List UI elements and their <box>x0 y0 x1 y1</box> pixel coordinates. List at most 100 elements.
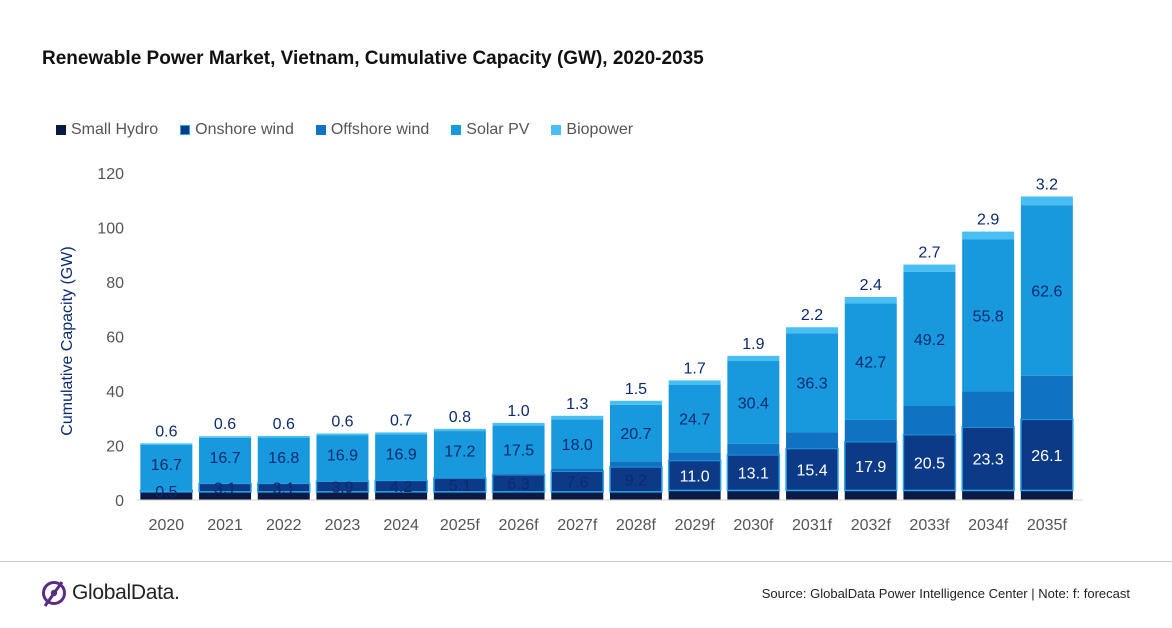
data-label-biopower: 0.6 <box>155 423 177 440</box>
bar-segment-small-hydro <box>609 491 662 500</box>
y-tick-label: 0 <box>115 493 124 510</box>
bar-segment-onshore-wind <box>609 466 663 493</box>
data-label-biopower: 2.2 <box>801 307 823 324</box>
data-label-onshore-wind: 3.9 <box>331 480 353 497</box>
bar-segment-small-hydro <box>668 490 721 500</box>
data-label-biopower: 0.7 <box>390 412 412 429</box>
bar-segment-offshore-wind <box>668 452 721 461</box>
bar-segment-biopower <box>257 435 310 438</box>
bar-segment-biopower <box>433 428 486 432</box>
x-tick-label: 2027f <box>557 517 598 534</box>
y-tick-label: 80 <box>106 275 124 292</box>
data-label-solar-pv: 16.7 <box>151 457 182 474</box>
bar-segment-solar-pv <box>140 444 193 491</box>
data-label-onshore-wind: 23.3 <box>973 452 1004 469</box>
globaldata-logo: GlobalData. <box>40 578 180 608</box>
bar-segment-biopower <box>962 231 1015 240</box>
y-tick-label: 60 <box>106 330 124 347</box>
data-label-solar-pv: 17.2 <box>444 444 475 461</box>
data-label-biopower: 1.5 <box>625 381 647 398</box>
data-label-onshore-wind: 5.1 <box>449 478 471 495</box>
bar-segment-solar-pv <box>786 333 839 433</box>
x-tick-label: 2029f <box>675 517 716 534</box>
legend-item-offshore-wind: Offshore wind <box>315 121 429 139</box>
data-label-biopower: 0.6 <box>214 416 236 433</box>
y-tick-label: 100 <box>97 221 124 238</box>
bar-segment-biopower <box>903 264 956 272</box>
bar-segment-solar-pv <box>1020 205 1073 376</box>
bar-segment-solar-pv <box>903 271 956 406</box>
data-label-solar-pv: 24.7 <box>679 412 710 429</box>
y-tick-label: 120 <box>97 166 124 183</box>
legend-swatch-onshore-wind <box>180 125 191 135</box>
y-tick-label: 40 <box>106 384 124 401</box>
bar-segment-biopower <box>140 443 193 445</box>
data-label-biopower: 1.9 <box>742 336 764 353</box>
bar-segment-biopower <box>844 296 897 304</box>
bar-segment-biopower <box>199 436 252 438</box>
legend-label-small-hydro: Small Hydro <box>71 121 159 138</box>
legend-swatch-solar-pv <box>451 125 462 135</box>
data-label-biopower: 2.7 <box>918 245 940 262</box>
data-label-solar-pv: 49.2 <box>914 332 945 349</box>
data-label-onshore-wind: 11.0 <box>680 468 710 485</box>
x-tick-label: 2028f <box>616 517 657 534</box>
bar-segment-onshore-wind <box>315 480 370 493</box>
x-tick-label: 2020 <box>149 517 185 534</box>
data-label-solar-pv: 55.8 <box>973 309 1004 326</box>
bar-segment-offshore-wind <box>551 468 604 472</box>
data-label-biopower: 2.9 <box>977 212 999 229</box>
x-tick-label: 2033f <box>909 517 950 534</box>
data-label-solar-pv: 16.9 <box>327 447 358 464</box>
bar-segment-small-hydro <box>375 491 428 500</box>
bar-segment-biopower <box>551 415 604 420</box>
bar-segment-onshore-wind <box>726 454 781 492</box>
y-axis-ticks: 0 20 40 60 80 100 120 <box>97 166 124 510</box>
bar-segment-biopower <box>609 400 662 405</box>
bar-segment-biopower <box>1020 196 1073 206</box>
bar-segment-offshore-wind <box>903 405 956 435</box>
bar-segment-small-hydro <box>962 490 1015 500</box>
bar-segment-onshore-wind <box>667 459 722 492</box>
data-label-solar-pv: 30.4 <box>738 395 769 412</box>
x-tick-label: 2025f <box>440 517 481 534</box>
data-label-onshore-wind: 7.6 <box>566 474 588 491</box>
bar-segment-small-hydro <box>1020 490 1073 500</box>
data-label-onshore-wind: 0.5 <box>155 484 177 501</box>
bar-segment-solar-pv <box>727 361 780 444</box>
chart-title: Renewable Power Market, Vietnam, Cumulat… <box>42 48 704 69</box>
data-label-solar-pv: 20.7 <box>620 426 651 443</box>
bar-segment-solar-pv <box>962 239 1015 392</box>
footer-divider <box>0 561 1172 562</box>
bar-segment-offshore-wind <box>609 461 662 467</box>
x-tick-label: 2031f <box>792 517 833 534</box>
y-axis-label: Cumulative Capacity (GW) <box>59 246 76 435</box>
data-label-onshore-wind: 4.2 <box>390 479 412 496</box>
x-tick-label: 2032f <box>851 517 892 534</box>
x-tick-label: 2022 <box>266 517 302 534</box>
legend-label-onshore-wind: Onshore wind <box>195 121 294 138</box>
data-label-solar-pv: 18.0 <box>562 437 593 454</box>
legend-item-biopower: Biopower <box>551 121 633 139</box>
data-label-biopower: 1.0 <box>507 403 529 420</box>
data-label-biopower: 1.7 <box>684 360 706 377</box>
bar-segment-offshore-wind <box>1020 375 1073 420</box>
bar-segment-offshore-wind <box>786 432 839 449</box>
bar-segment-small-hydro <box>140 491 193 500</box>
x-tick-label: 2034f <box>968 517 1009 534</box>
data-label-solar-pv: 17.5 <box>503 442 534 459</box>
data-label-solar-pv: 16.7 <box>209 450 240 467</box>
data-label-solar-pv: 36.3 <box>796 376 827 393</box>
bar-segment-solar-pv <box>551 419 604 469</box>
data-label-solar-pv: 62.6 <box>1031 283 1062 300</box>
data-label-biopower: 2.4 <box>860 277 882 294</box>
bar-segment-small-hydro <box>786 490 839 500</box>
y-tick-label: 20 <box>106 439 124 456</box>
bar-segment-offshore-wind <box>492 473 545 475</box>
data-label-onshore-wind: 6.3 <box>507 476 529 493</box>
bar-series-group: 0.5 16.7 0.6 3.1 16.7 0.6 3.1 16.8 0.6 3.9 16.9 0.6… <box>139 176 1074 501</box>
data-label-biopower: 3.2 <box>1036 176 1058 193</box>
bar-segment-biopower <box>316 433 369 436</box>
data-label-onshore-wind: 20.5 <box>914 456 945 473</box>
data-label-onshore-wind: 17.9 <box>855 459 886 476</box>
